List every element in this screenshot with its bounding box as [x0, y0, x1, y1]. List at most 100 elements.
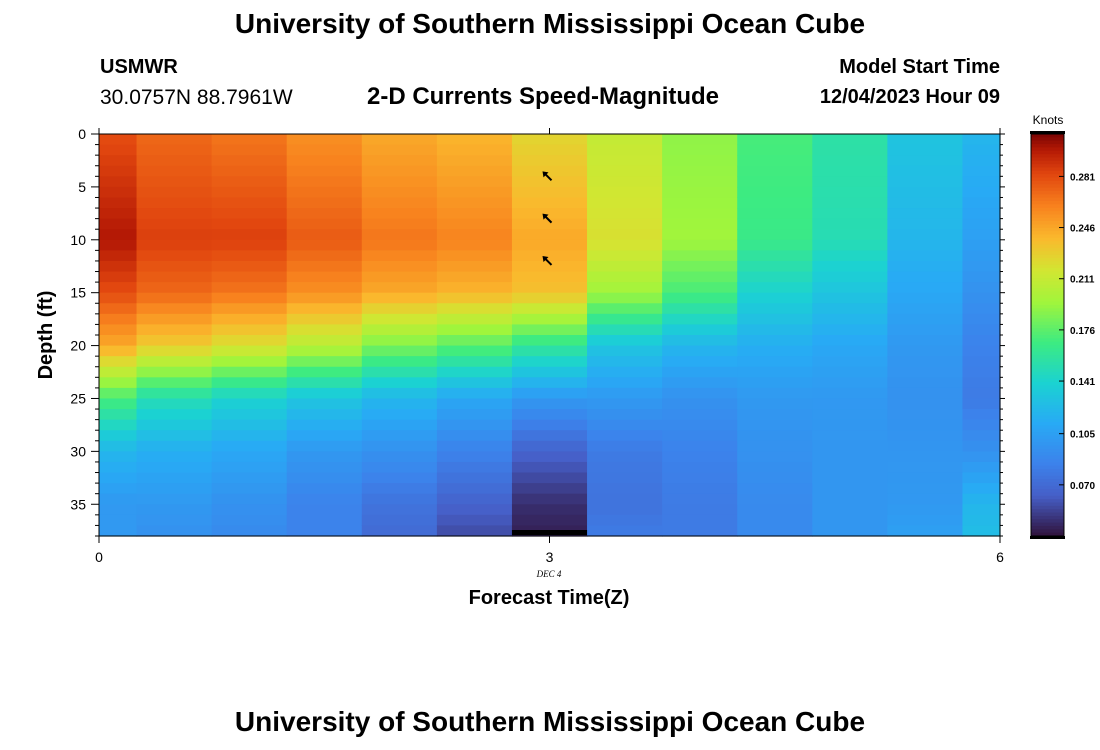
colorbar-segment	[1031, 452, 1064, 457]
colorbar-segment	[1031, 375, 1064, 380]
heatmap-cell	[99, 514, 138, 527]
heatmap-cell	[737, 398, 813, 410]
colorbar-segment	[1031, 388, 1064, 393]
colorbar-segment	[1031, 281, 1064, 286]
heatmap-cell	[136, 430, 213, 442]
heatmap-cell	[737, 472, 813, 484]
heatmap-cell	[99, 440, 138, 452]
heatmap-cell	[887, 356, 964, 368]
heatmap-cell	[887, 525, 964, 537]
heatmap-cell	[436, 440, 513, 452]
heatmap-cell	[99, 377, 138, 389]
heatmap-cell	[361, 366, 438, 378]
heatmap-cell	[436, 186, 513, 199]
heatmap-cell	[436, 282, 513, 294]
heatmap-cell	[962, 377, 1001, 389]
heatmap-cell	[887, 472, 964, 484]
colorbar-segment	[1031, 482, 1064, 487]
heatmap-cell	[286, 525, 363, 537]
heatmap-cell	[286, 165, 363, 177]
colorbar-segment	[1031, 435, 1064, 440]
heatmap-cell	[587, 409, 663, 421]
colorbar-segment	[1031, 355, 1064, 360]
colorbar-segment	[1031, 167, 1064, 172]
heatmap-cell	[511, 409, 588, 421]
heatmap-cell	[962, 440, 1001, 452]
heatmap-cell	[211, 345, 288, 357]
heatmap-cell	[436, 144, 513, 156]
heatmap-cell	[99, 461, 138, 474]
heatmap-cell	[211, 483, 288, 495]
heatmap-cell	[511, 387, 588, 400]
colorbar-segment	[1031, 465, 1064, 470]
heatmap-cell	[136, 483, 213, 495]
heatmap-cell	[211, 324, 288, 336]
heatmap-cell	[587, 440, 663, 452]
heatmap-cell	[99, 356, 138, 368]
heatmap-cell	[136, 440, 213, 452]
heatmap-cell	[887, 313, 964, 326]
heatmap-cell	[887, 208, 964, 220]
colorbar-segment	[1031, 147, 1064, 152]
colorbar-segment	[1031, 472, 1064, 477]
heatmap-cell	[662, 155, 738, 167]
heatmap-cell	[99, 218, 138, 230]
colorbar-segment	[1031, 247, 1064, 252]
heatmap-cell	[211, 366, 288, 378]
heatmap-cell	[737, 271, 813, 283]
heatmap-cell	[361, 398, 438, 410]
colorbar-segment	[1031, 328, 1064, 333]
colorbar-segment	[1031, 257, 1064, 262]
heatmap-cell	[99, 176, 138, 188]
heatmap-cell	[587, 493, 663, 505]
colorbar-segment	[1031, 274, 1064, 279]
heatmap-cell	[136, 419, 213, 431]
heatmap-cell	[99, 345, 138, 357]
heatmap-cell	[99, 398, 138, 410]
heatmap-cell	[737, 366, 813, 378]
heatmap-cell	[962, 239, 1001, 251]
heatmap-cell	[962, 398, 1001, 410]
colorbar-segment	[1031, 254, 1064, 259]
heatmap-cell	[962, 430, 1001, 442]
heatmap-cell	[587, 398, 663, 410]
colorbar-segment	[1031, 241, 1064, 246]
heatmap-cell	[587, 176, 663, 188]
heatmap-cell	[587, 186, 663, 199]
colorbar-segment	[1031, 335, 1064, 340]
heatmap-cell	[962, 303, 1001, 315]
colorbar-segment	[1031, 479, 1064, 484]
heatmap-cell	[737, 493, 813, 505]
model-start-label: Model Start Time	[839, 56, 1000, 78]
heatmap-cell	[286, 387, 363, 400]
heatmap-cell	[511, 303, 588, 315]
colorbar-segment	[1031, 170, 1064, 175]
colorbar-segment	[1031, 415, 1064, 420]
heatmap-cell	[361, 229, 438, 241]
heatmap-cell	[587, 335, 663, 347]
heatmap-cell	[211, 218, 288, 230]
heatmap-cell	[812, 282, 888, 294]
heatmap-cell	[511, 144, 588, 156]
heatmap-cell	[587, 282, 663, 294]
heatmap-cell	[887, 165, 964, 177]
heatmap-cell	[962, 419, 1001, 431]
colorbar-segment	[1031, 314, 1064, 319]
heatmap-cell	[286, 409, 363, 421]
heatmap-cell	[662, 271, 738, 283]
heatmap-cell	[737, 229, 813, 241]
heatmap-cell	[361, 493, 438, 505]
colorbar-segment	[1031, 495, 1064, 500]
heatmap-cell	[587, 525, 663, 537]
colorbar-segment	[1031, 432, 1064, 437]
heatmap-cell	[211, 208, 288, 220]
colorbar-segment	[1031, 365, 1064, 370]
heatmap-cell	[436, 260, 513, 273]
heatmap-cell	[136, 387, 213, 400]
heatmap-cell	[662, 134, 738, 146]
heatmap-cell	[361, 419, 438, 431]
heatmap-cell	[812, 292, 888, 304]
heatmap-cell	[962, 292, 1001, 304]
heatmap-cell	[812, 176, 888, 188]
heatmap-cell	[436, 134, 513, 146]
